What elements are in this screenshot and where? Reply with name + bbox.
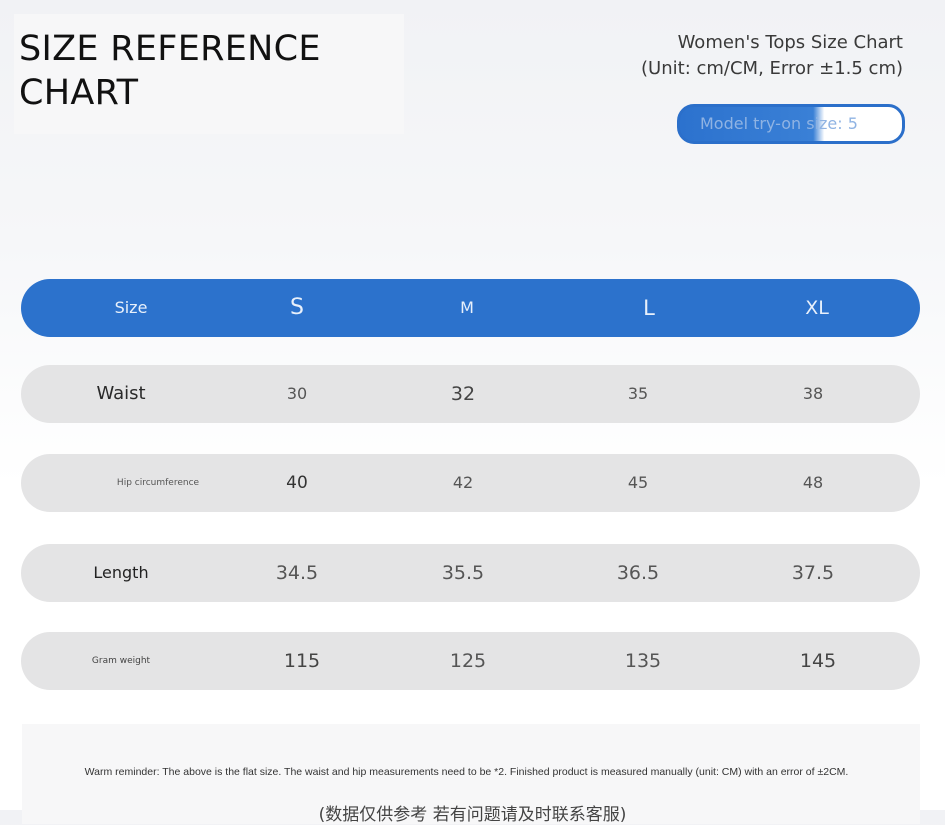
table-row: Hip circumference 40 42 45 48 (21, 454, 920, 512)
chart-subtitle: Women's Tops Size Chart (Unit: cm/CM, Er… (641, 30, 903, 82)
header-size-m: M (460, 298, 474, 317)
cell-value: 34.5 (275, 562, 319, 584)
table-row: Length 34.5 35.5 36.5 37.5 (21, 544, 920, 602)
cell-value: 48 (802, 473, 824, 492)
footer-background (22, 724, 920, 824)
row-label-waist: Waist (96, 383, 146, 404)
cell-value: 115 (283, 650, 321, 672)
cell-value: 125 (449, 650, 487, 672)
header-size-s: S (290, 295, 304, 320)
cell-value: 40 (286, 473, 308, 493)
cell-value: 135 (624, 650, 662, 672)
page-title: SIZE REFERENCE CHART (19, 29, 321, 113)
row-label-gram-weight: Gram weight (91, 656, 151, 666)
row-label-hip: Hip circumference (116, 478, 200, 488)
header-size-label: Size (114, 298, 148, 317)
cell-value: 30 (286, 384, 308, 403)
cell-value: 38 (802, 384, 824, 403)
cell-value: 35.5 (441, 562, 485, 584)
warm-reminder: Warm reminder: The above is the flat siz… (84, 766, 849, 778)
row-label-length: Length (93, 563, 149, 582)
header-size-xl: XL (805, 297, 829, 319)
cell-value: 36.5 (616, 562, 660, 584)
table-header-row: Size S M L XL (21, 279, 920, 337)
header-size-l: L (643, 296, 655, 320)
cell-value: 45 (627, 473, 649, 492)
cell-value: 37.5 (791, 562, 835, 584)
model-size-label: Model try-on size: 5 (700, 114, 858, 133)
data-disclaimer: (数据仅供参考 若有问题请及时联系客服) (318, 805, 627, 825)
cell-value: 32 (450, 383, 476, 405)
cell-value: 35 (627, 384, 649, 403)
table-row: Gram weight 115 125 135 145 (21, 632, 920, 690)
subtitle-line-1: Women's Tops Size Chart (677, 32, 903, 53)
cell-value: 145 (799, 650, 837, 672)
cell-value: 42 (452, 473, 474, 492)
model-size-pill: Model try-on size: 5 (677, 104, 905, 144)
title-background (14, 14, 404, 134)
subtitle-line-2: (Unit: cm/CM, Error ±1.5 cm) (641, 58, 903, 79)
table-row: Waist 30 32 35 38 (21, 365, 920, 423)
